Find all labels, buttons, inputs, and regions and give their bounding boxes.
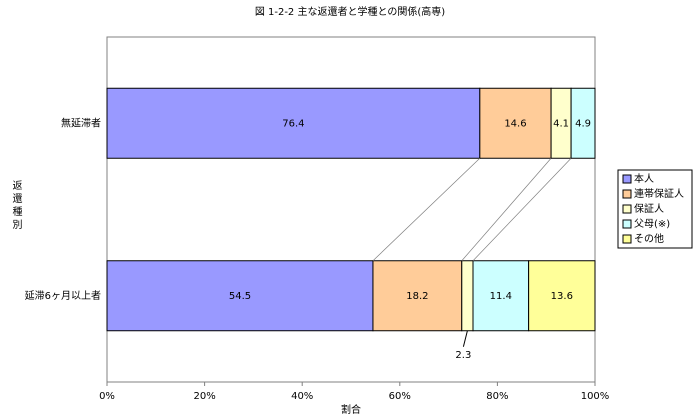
data-label: 18.2 [406, 291, 428, 302]
x-tick-label: 100% [581, 391, 610, 402]
x-tick-label: 0% [99, 391, 115, 402]
bar-segment [570, 87, 596, 159]
leader-line [462, 330, 468, 347]
bar-segment [106, 87, 481, 159]
bar-segment [528, 260, 596, 332]
data-label: 11.4 [490, 291, 512, 302]
data-label: 4.9 [575, 118, 591, 129]
data-label: 54.5 [229, 291, 251, 302]
legend-swatch [622, 219, 632, 229]
legend-swatch [622, 174, 632, 184]
bar-segment [461, 260, 474, 332]
bar-segment [472, 260, 530, 332]
data-label: 76.4 [282, 118, 304, 129]
x-tick-label: 60% [389, 391, 411, 402]
x-tick-label: 40% [291, 391, 313, 402]
legend-swatch [622, 234, 632, 244]
legend-label: 連帯保証人 [634, 187, 684, 200]
data-label: 13.6 [551, 291, 573, 302]
bar-segment [106, 260, 374, 332]
series-line [461, 158, 552, 261]
legend-swatch [622, 204, 632, 214]
x-tick-label: 20% [193, 391, 215, 402]
data-label: 4.1 [553, 118, 569, 129]
series-line [472, 158, 572, 261]
chart-title: 図 1-2-2 主な返還者と学種との関係(高専) [255, 5, 445, 18]
data-label: 2.3 [455, 350, 471, 361]
y-tick-label: 無延滞者 [61, 116, 101, 129]
legend-label: その他 [634, 232, 664, 245]
series-line [372, 157, 481, 262]
legend-label: 父母(※) [634, 218, 670, 230]
y-tick-label: 延滞6ヶ月以上者 [25, 290, 101, 302]
data-label: 14.6 [504, 118, 526, 129]
plot-area [106, 36, 596, 383]
bar-segment [372, 260, 463, 332]
legend-swatch [622, 189, 632, 199]
x-axis-label: 割合 [341, 403, 361, 416]
legend-label: 本人 [634, 172, 654, 185]
legend-label: 保証人 [634, 202, 664, 215]
y-axis-label: 返還種別 [10, 180, 22, 232]
x-tick-label: 80% [486, 391, 508, 402]
bar-segment [479, 87, 552, 159]
